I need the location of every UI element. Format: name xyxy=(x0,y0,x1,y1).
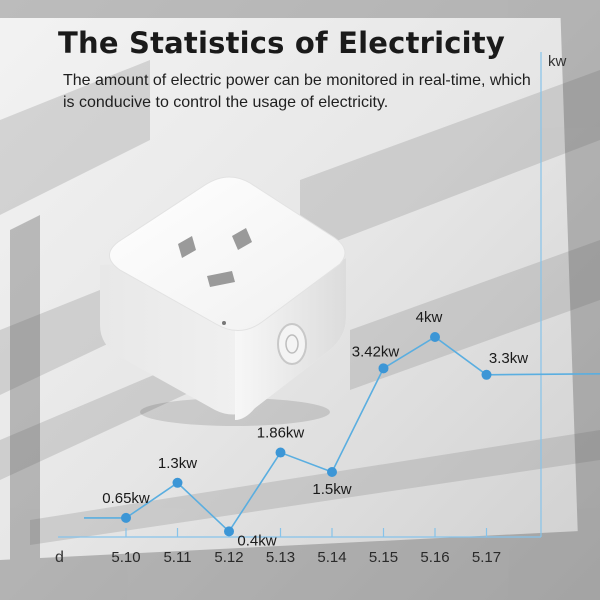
data-label: 0.65kw xyxy=(102,490,150,507)
data-label: 1.86kw xyxy=(257,425,305,442)
data-label: 1.5kw xyxy=(312,481,351,498)
data-label: 3.3kw xyxy=(489,350,528,367)
x-axis-label: d xyxy=(55,549,64,566)
data-point xyxy=(378,363,389,374)
data-point xyxy=(172,477,183,488)
page-title: The Statistics of Electricity xyxy=(58,26,505,60)
data-point xyxy=(224,526,234,537)
x-tick-label: 5.10 xyxy=(111,549,140,566)
data-label: 3.42kw xyxy=(352,343,400,360)
x-tick-label: 5.15 xyxy=(369,549,398,566)
data-point xyxy=(121,512,131,523)
data-point xyxy=(430,332,440,342)
x-tick-label: 5.12 xyxy=(214,549,243,566)
x-tick-label: 5.11 xyxy=(163,549,191,566)
x-tick-label: 5.16 xyxy=(420,549,449,566)
data-point xyxy=(275,447,286,458)
series-line xyxy=(84,336,600,533)
page-subtitle: The amount of electric power can be moni… xyxy=(63,72,531,111)
data-point xyxy=(481,369,492,380)
data-label: 4kw xyxy=(416,309,443,326)
x-tick-label: 5.13 xyxy=(266,549,295,566)
x-tick-label: 5.17 xyxy=(472,549,501,566)
y-axis-label: kw xyxy=(548,53,567,70)
data-label: 0.4kw xyxy=(237,532,276,549)
data-point xyxy=(327,467,337,477)
x-tick-label: 5.14 xyxy=(317,549,346,566)
data-label: 1.3kw xyxy=(158,455,197,472)
